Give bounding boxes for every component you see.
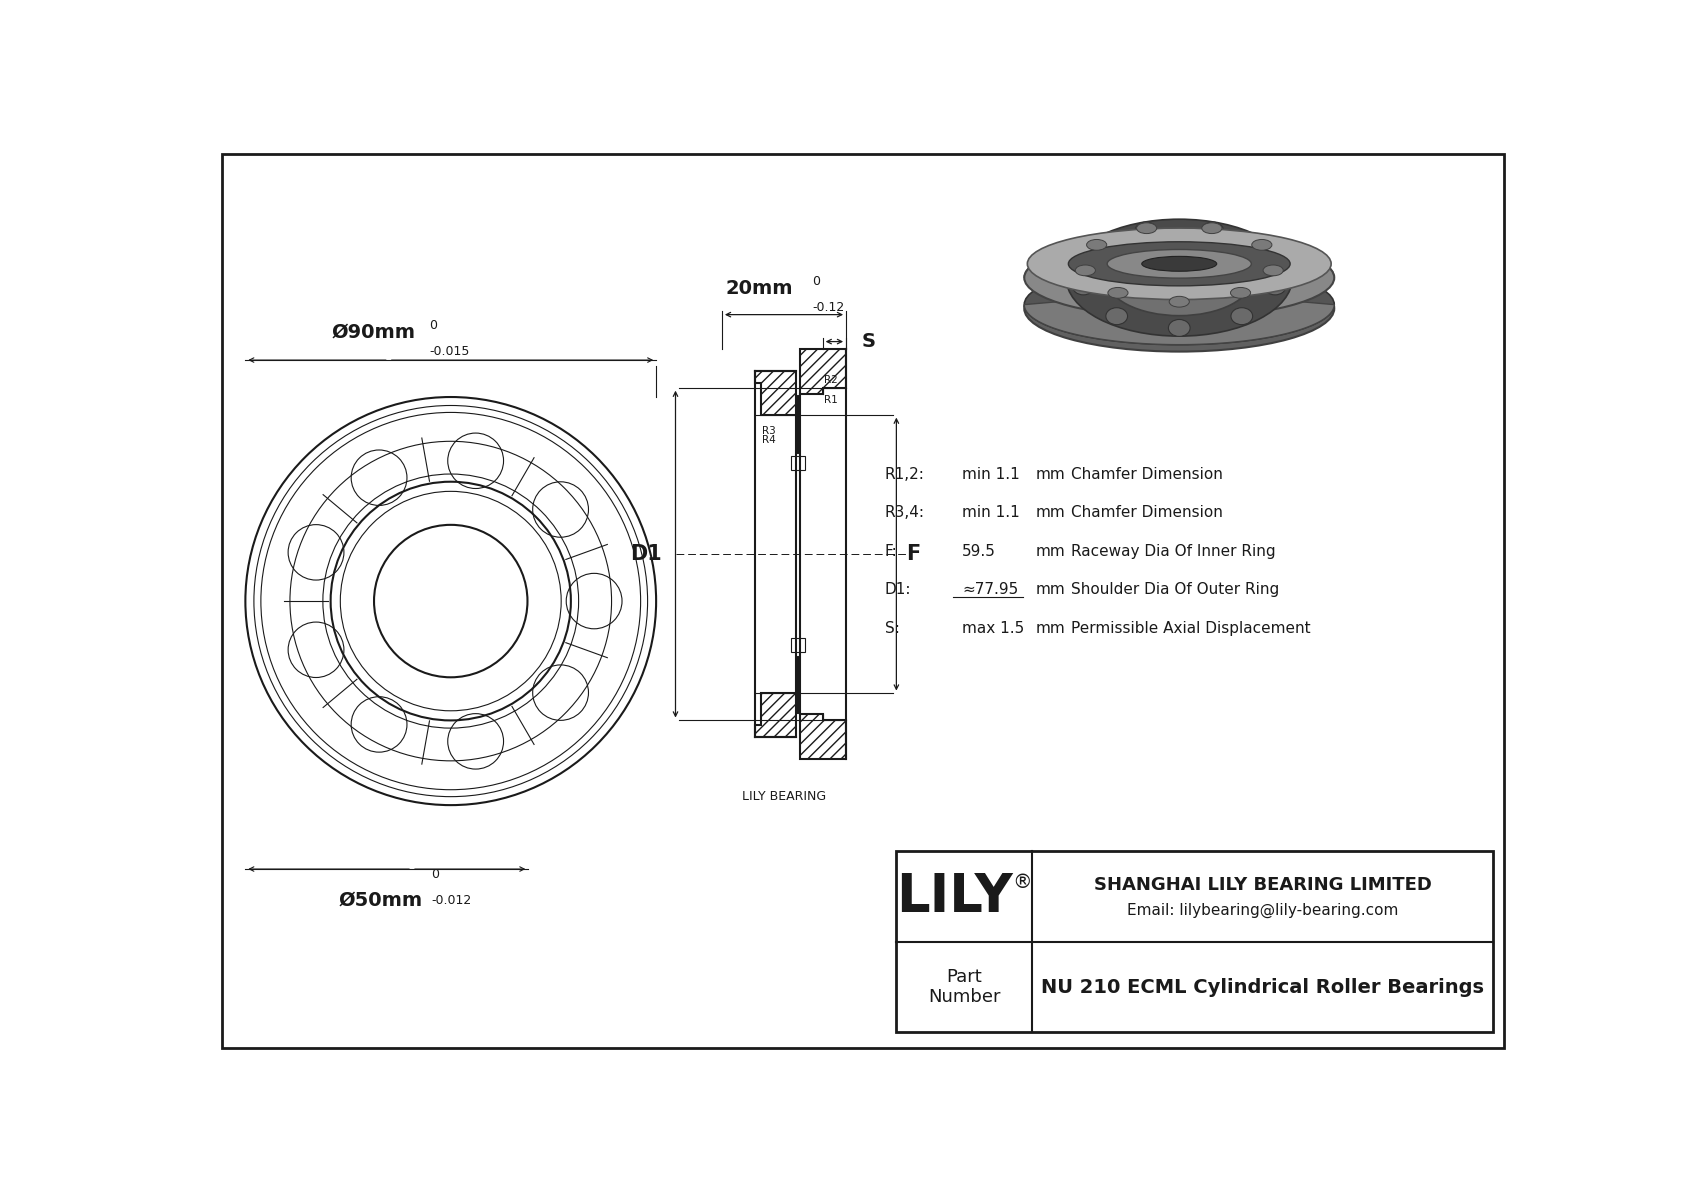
Ellipse shape — [1084, 244, 1106, 261]
Text: SHANGHAI LILY BEARING LIMITED: SHANGHAI LILY BEARING LIMITED — [1093, 877, 1431, 894]
Text: Ø50mm: Ø50mm — [338, 891, 423, 910]
Ellipse shape — [1066, 219, 1292, 336]
Ellipse shape — [1142, 258, 1218, 298]
Text: ≈77.95: ≈77.95 — [962, 582, 1019, 597]
Ellipse shape — [1263, 266, 1283, 276]
Text: NU 210 ECML Cylindrical Roller Bearings: NU 210 ECML Cylindrical Roller Bearings — [1041, 978, 1484, 997]
Ellipse shape — [1202, 223, 1223, 233]
Text: Chamfer Dimension: Chamfer Dimension — [1071, 505, 1223, 520]
Ellipse shape — [1024, 238, 1334, 318]
Text: -0.012: -0.012 — [431, 893, 472, 906]
Text: D1:: D1: — [884, 582, 911, 597]
Ellipse shape — [1135, 222, 1157, 239]
Text: S:: S: — [884, 621, 899, 636]
Text: 0: 0 — [429, 318, 438, 331]
Text: Shoulder Dia Of Outer Ring: Shoulder Dia Of Outer Ring — [1071, 582, 1280, 597]
Ellipse shape — [1024, 266, 1334, 351]
Text: F:: F: — [884, 543, 898, 559]
Ellipse shape — [1108, 287, 1128, 298]
Ellipse shape — [1265, 278, 1287, 295]
Bar — [790, 638, 805, 651]
Ellipse shape — [1253, 244, 1275, 261]
Ellipse shape — [1251, 239, 1271, 250]
Ellipse shape — [1169, 297, 1189, 307]
Ellipse shape — [1027, 229, 1330, 300]
Ellipse shape — [1231, 307, 1253, 325]
Text: R2: R2 — [823, 375, 839, 385]
Text: -0.12: -0.12 — [812, 301, 844, 313]
Ellipse shape — [1068, 242, 1290, 286]
Ellipse shape — [1024, 264, 1334, 344]
Text: mm: mm — [1036, 467, 1066, 481]
Text: ®: ® — [1012, 873, 1032, 892]
Text: LILY BEARING: LILY BEARING — [743, 790, 827, 803]
Text: 0: 0 — [812, 275, 820, 288]
Ellipse shape — [1202, 222, 1223, 239]
Text: S: S — [862, 332, 876, 351]
Text: 0: 0 — [431, 868, 440, 881]
Text: mm: mm — [1036, 505, 1066, 520]
Text: D1: D1 — [630, 544, 662, 565]
Text: -0.015: -0.015 — [429, 344, 470, 357]
Ellipse shape — [1076, 266, 1095, 276]
Bar — [790, 456, 805, 470]
Ellipse shape — [1142, 256, 1218, 272]
Text: Chamfer Dimension: Chamfer Dimension — [1071, 467, 1223, 481]
Text: Permissible Axial Displacement: Permissible Axial Displacement — [1071, 621, 1310, 636]
Text: 59.5: 59.5 — [962, 543, 997, 559]
Ellipse shape — [1106, 249, 1251, 279]
Text: mm: mm — [1036, 582, 1066, 597]
Ellipse shape — [1231, 287, 1251, 298]
Ellipse shape — [1106, 239, 1253, 316]
Text: LILY: LILY — [896, 871, 1014, 923]
Ellipse shape — [1106, 307, 1128, 325]
Text: F: F — [906, 544, 919, 565]
Text: Email: lilybearing@lily-bearing.com: Email: lilybearing@lily-bearing.com — [1127, 903, 1398, 918]
Ellipse shape — [1137, 223, 1157, 233]
Text: Ø90mm: Ø90mm — [332, 323, 416, 342]
Ellipse shape — [1086, 239, 1106, 250]
Text: min 1.1: min 1.1 — [962, 505, 1021, 520]
Text: mm: mm — [1036, 621, 1066, 636]
Ellipse shape — [1169, 319, 1191, 336]
Text: 20mm: 20mm — [726, 279, 793, 298]
Ellipse shape — [1073, 278, 1095, 295]
Text: Raceway Dia Of Inner Ring: Raceway Dia Of Inner Ring — [1071, 543, 1275, 559]
Text: Part
Number: Part Number — [928, 967, 1000, 1006]
Text: R4: R4 — [763, 435, 776, 444]
Text: R3: R3 — [763, 426, 776, 436]
Bar — [896, 852, 1494, 1033]
Text: R1,2:: R1,2: — [884, 467, 925, 481]
Text: mm: mm — [1036, 543, 1066, 559]
Text: min 1.1: min 1.1 — [962, 467, 1021, 481]
Text: max 1.5: max 1.5 — [962, 621, 1024, 636]
Text: R3,4:: R3,4: — [884, 505, 925, 520]
Polygon shape — [1024, 238, 1334, 344]
Text: R1: R1 — [823, 395, 839, 405]
